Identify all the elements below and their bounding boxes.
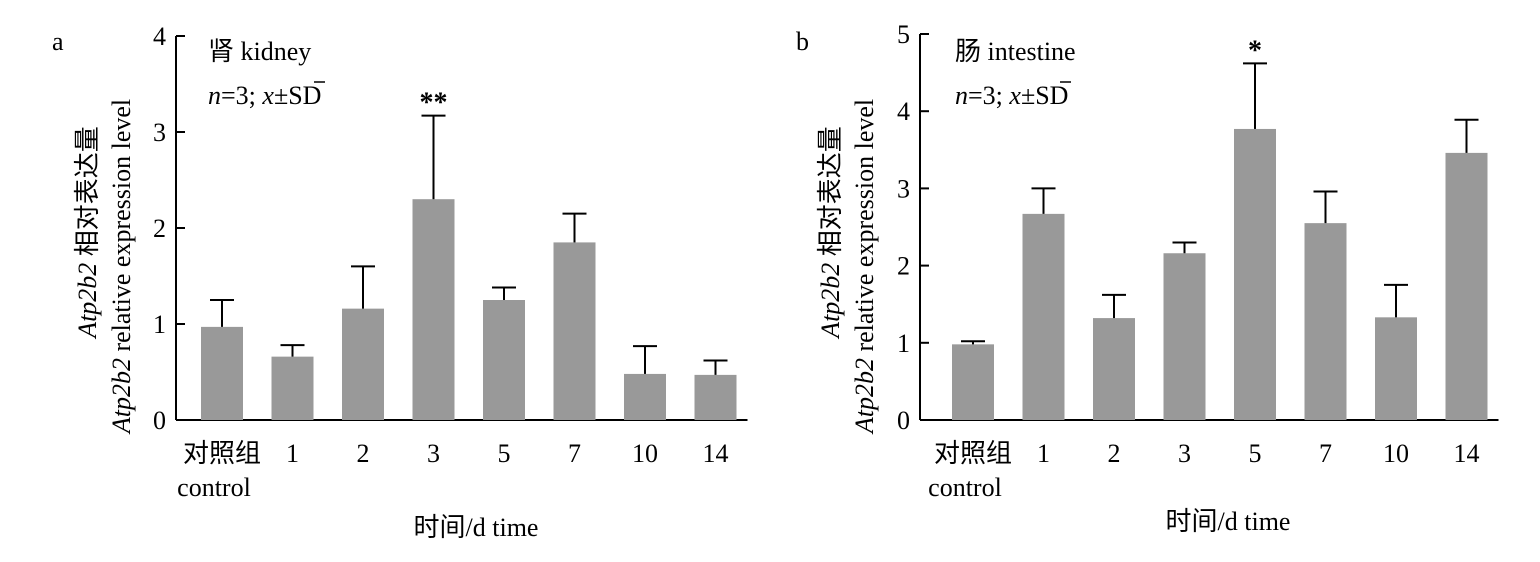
y-tick-label: 3 [153, 118, 166, 147]
bar [1304, 223, 1347, 420]
chart-title: 肠 intestine [955, 37, 1076, 66]
stats-eq: =3; [968, 81, 1009, 110]
stats-label: n=3; x±SD [955, 81, 1068, 110]
x-axis-label: 时间/d time [1166, 507, 1291, 536]
y-tick-label: 2 [897, 252, 910, 281]
bar [271, 356, 314, 420]
bar [1093, 318, 1135, 420]
bar [412, 199, 455, 420]
significance-marker: * [1248, 35, 1262, 66]
x-tick-label: 2 [1108, 439, 1121, 468]
bar [1445, 152, 1488, 420]
y-tick-label: 2 [153, 214, 166, 243]
plot-area: 0 1 2 3 4 5 对照组 1 2 3 * 5 7 10 14 control [897, 20, 1499, 502]
x-tick-label: 3 [427, 439, 440, 468]
stats-n: n [955, 81, 968, 110]
x-tick-label: 5 [1249, 439, 1262, 468]
bar [201, 326, 243, 420]
y-axis-label-cn-gene: Atp2b2 [816, 263, 845, 340]
x-tick-label: 对照组 [934, 439, 1012, 468]
bar [1022, 213, 1065, 420]
y-axis-label-en-text: relative expression level [850, 99, 879, 358]
y-tick-label: 0 [153, 406, 166, 435]
x-tick-sublabel: control [177, 473, 251, 502]
panel-label: a [52, 27, 64, 56]
bar [483, 300, 525, 420]
y-axis-label-en: Atp2b2 relative expression level [850, 99, 879, 435]
bar [1163, 253, 1206, 420]
y-axis-label-cn: Atp2b2 相对表达量 [73, 126, 102, 340]
y-tick-label: 5 [897, 20, 910, 49]
y-axis-label-en: Atp2b2 relative expression level [107, 99, 136, 435]
bar [1234, 128, 1276, 420]
plot-area: 0 1 2 3 4 对照组 1 2 ** 3 5 7 10 14 control [153, 22, 748, 502]
stats-eq: =3; [221, 81, 262, 110]
x-tick-sublabel: control [928, 473, 1002, 502]
x-tick-label: 10 [1383, 439, 1409, 468]
x-tick-label: 1 [286, 439, 299, 468]
y-tick-label: 3 [897, 174, 910, 203]
y-tick-label: 4 [153, 22, 166, 51]
x-tick-label: 10 [632, 439, 658, 468]
y-axis-label-en-text: relative expression level [107, 99, 136, 358]
significance-marker: ** [420, 88, 448, 119]
bar [1375, 317, 1417, 420]
y-tick-label: 1 [897, 329, 910, 358]
x-tick-label: 5 [498, 439, 511, 468]
stats-xbar: x [261, 81, 274, 110]
stats-label: n=3; x±SD [208, 81, 321, 110]
y-axis-label-en-gene: Atp2b2 [107, 358, 136, 435]
y-tick-label: 4 [897, 97, 910, 126]
panel-intestine: b 肠 intestine n=3; x±SD Atp2b2 相对表达量 Atp… [796, 20, 1499, 536]
y-axis-label-cn-gene: Atp2b2 [73, 263, 102, 340]
panel-kidney: a 肾 kidney n=3; x±SD Atp2b2 相对表达量 Atp2b2… [52, 22, 748, 542]
y-tick-label: 1 [153, 310, 166, 339]
stats-xbar: x [1008, 81, 1021, 110]
stats-n: n [208, 81, 221, 110]
x-tick-label: 14 [1454, 439, 1480, 468]
x-tick-label: 7 [568, 439, 581, 468]
bar [694, 374, 737, 420]
bar [342, 308, 384, 420]
y-tick-label: 0 [897, 406, 910, 435]
x-tick-label: 14 [703, 439, 729, 468]
bar [952, 344, 994, 420]
x-axis-label: 时间/d time [414, 513, 539, 542]
y-axis-label-cn-text: 相对表达量 [816, 126, 845, 263]
y-axis-label-cn: Atp2b2 相对表达量 [816, 126, 845, 340]
stats-rest: ±SD [274, 81, 322, 110]
chart-title: 肾 kidney [208, 37, 311, 66]
stats-rest: ±SD [1021, 81, 1069, 110]
y-axis-label-cn-text: 相对表达量 [73, 126, 102, 263]
x-tick-label: 7 [1319, 439, 1332, 468]
x-tick-label: 3 [1178, 439, 1191, 468]
bar [624, 373, 666, 420]
x-tick-label: 对照组 [183, 439, 261, 468]
x-tick-label: 2 [357, 439, 370, 468]
x-tick-label: 1 [1037, 439, 1050, 468]
y-axis-label-en-gene: Atp2b2 [850, 358, 879, 435]
panel-label: b [796, 27, 809, 56]
bar [553, 242, 596, 420]
